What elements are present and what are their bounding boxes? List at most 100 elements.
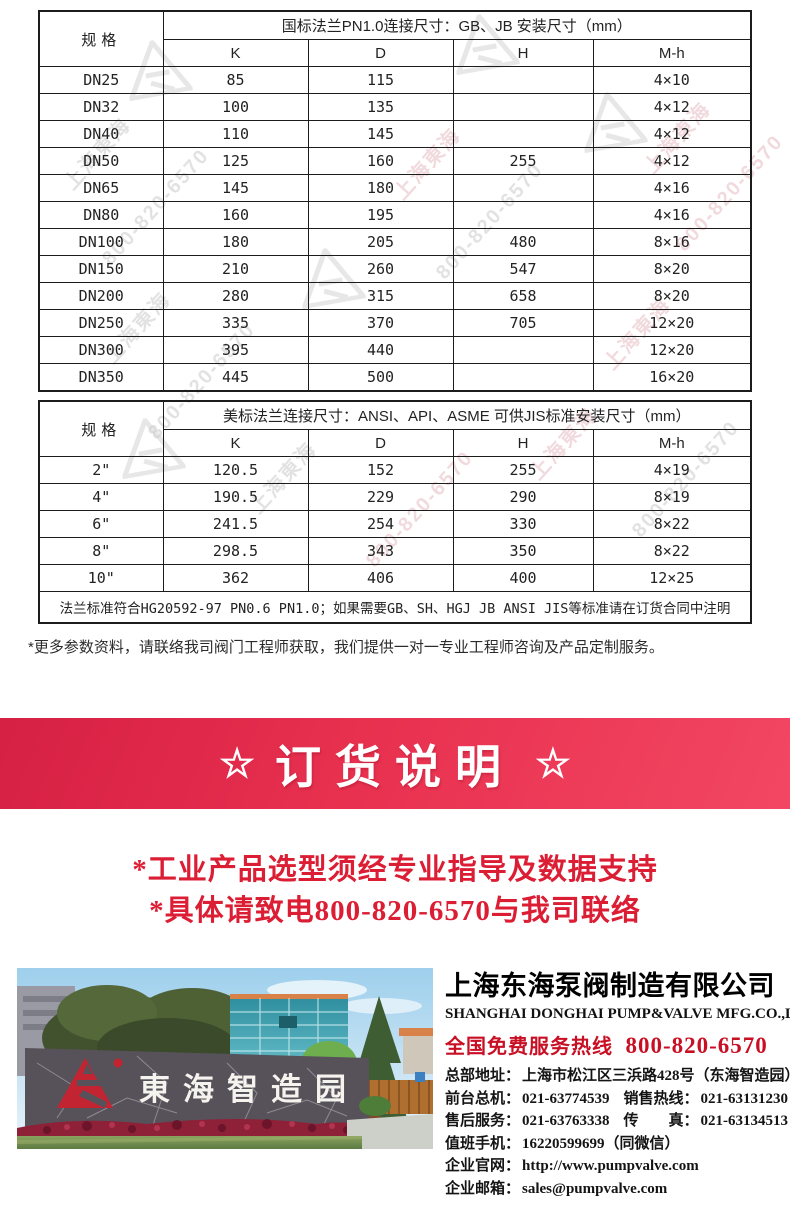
value-cell: 440 [307, 336, 454, 364]
company-section: 東海智造园 上海东海泵阀制造有限公司 SHANGHAI DONGHAI PUMP… [0, 968, 790, 1197]
table-row: DN50 125 160 255 4×12 [38, 147, 752, 175]
value-cell: 180 [307, 174, 454, 202]
gb-flange-table: 规格 国标法兰PN1.0连接尺寸：GB、JB 安装尺寸（mm） K D H M-… [38, 10, 753, 392]
column-header-d: D [307, 39, 454, 67]
value-cell: 335 [162, 309, 309, 337]
column-header-d: D [307, 429, 454, 457]
spec-cell: 2" [38, 456, 164, 484]
star-icon: ☆ [219, 741, 255, 786]
table-row: 8" 298.5 343 350 8×22 [38, 537, 752, 565]
column-header-h: H [452, 429, 594, 457]
spec-cell: DN250 [38, 309, 164, 337]
contact-label: 传 真： [623, 1113, 699, 1129]
value-cell: 145 [307, 120, 454, 148]
value-cell: 4×12 [592, 147, 752, 175]
sign-wall [25, 1048, 369, 1140]
contact-value: 021-63774539 [522, 1090, 610, 1107]
parameter-note: *更多参数资料，请联络我司阀门工程师获取，我们提供一对一专业工程师咨询及产品定制… [28, 639, 664, 656]
value-cell [452, 201, 594, 229]
spec-cell: DN65 [38, 174, 164, 202]
value-cell: 330 [452, 510, 594, 538]
value-cell: 160 [162, 201, 309, 229]
value-cell: 395 [162, 336, 309, 364]
table-row: 2" 120.5 152 255 4×19 [38, 456, 752, 484]
value-cell: 343 [307, 537, 454, 565]
website-link[interactable]: http://www.pumpvalve.com [522, 1158, 699, 1174]
spec-cell: DN100 [38, 228, 164, 256]
hotline-number: 800-820-6570 [625, 1033, 768, 1058]
value-cell: 210 [162, 255, 309, 283]
order-instructions-banner: ☆ 订货说明 ☆ [0, 718, 790, 809]
value-cell: 135 [307, 93, 454, 121]
spec-column-header: 规格 [38, 10, 164, 67]
table-row: DN65 145 180 4×16 [38, 174, 752, 202]
contact-line: 企业邮箱： sales@pumpvalve.com [445, 1178, 790, 1201]
donghai-logo [57, 1058, 123, 1108]
contact-lines: 总部地址： 上海市松江区三浜路428号（东海智造园） 前台总机： 021-637745… [445, 1065, 790, 1200]
value-cell: 229 [307, 483, 454, 511]
value-cell [452, 363, 594, 392]
value-cell: 350 [452, 537, 594, 565]
banner-title: 订货说明 [275, 740, 515, 793]
contact-value: 16220599699（同微信） [522, 1135, 680, 1152]
notice-line: *工业产品选型须经专业指导及数据支持 [132, 854, 658, 886]
pavement [347, 1114, 433, 1149]
hotline-label: 全国免费服务热线 [445, 1036, 613, 1058]
table-row: DN40 110 145 4×12 [38, 120, 752, 148]
contact-line: 前台总机： 021-63774539 销售热线： 021-63131230 [445, 1088, 790, 1111]
value-cell: 547 [452, 255, 594, 283]
table-row: DN100 180 205 480 8×16 [38, 228, 752, 256]
value-cell: 8×20 [592, 282, 752, 310]
spec-column-header: 规格 [38, 400, 164, 457]
value-cell: 4×16 [592, 174, 752, 202]
value-cell: 500 [307, 363, 454, 392]
spec-cell: DN200 [38, 282, 164, 310]
table-row: DN150 210 260 547 8×20 [38, 255, 752, 283]
contact-line: 值班手机： 16220599699（同微信） [445, 1133, 790, 1156]
value-cell: 4×12 [592, 93, 752, 121]
value-cell: 110 [162, 120, 309, 148]
notice-block: *工业产品选型须经专业指导及数据支持 *具体请致电800-820-6570与我司… [0, 850, 790, 932]
value-cell [452, 336, 594, 364]
email-link[interactable]: sales@pumpvalve.com [522, 1180, 668, 1197]
contact-label: 总部地址： [445, 1068, 521, 1084]
contact-label: 企业官网： [445, 1158, 521, 1174]
value-cell: 152 [307, 456, 454, 484]
star-icon: ☆ [535, 741, 571, 786]
contact-label: 值班手机： [445, 1135, 521, 1152]
spec-cell: DN32 [38, 93, 164, 121]
column-header-mh: M-h [592, 429, 752, 457]
value-cell: 241.5 [162, 510, 309, 538]
contact-value: 上海市松江区三浜路428号（东海智造园） [522, 1068, 790, 1084]
table-row: DN32 100 135 4×12 [38, 93, 752, 121]
value-cell: 298.5 [162, 537, 309, 565]
value-cell: 85 [162, 66, 309, 94]
value-cell: 125 [162, 147, 309, 175]
notice-line: *具体请致电800-820-6570与我司联络 [149, 895, 641, 927]
value-cell: 8×20 [592, 255, 752, 283]
value-cell: 8×22 [592, 537, 752, 565]
value-cell: 315 [307, 282, 454, 310]
company-name-en: SHANGHAI DONGHAI PUMP&VALVE MFG.CO.,LTD. [445, 1006, 790, 1022]
value-cell: 4×16 [592, 201, 752, 229]
value-cell: 12×25 [592, 564, 752, 592]
spec-cell: DN80 [38, 201, 164, 229]
value-cell: 115 [307, 66, 454, 94]
value-cell: 190.5 [162, 483, 309, 511]
value-cell: 255 [452, 147, 594, 175]
table-row: 4" 190.5 229 290 8×19 [38, 483, 752, 511]
value-cell: 100 [162, 93, 309, 121]
contact-line: 企业官网： http://www.pumpvalve.com [445, 1155, 790, 1178]
table-title: 美标法兰连接尺寸：ANSI、API、ASME 可供JIS标准安装尺寸（mm） [162, 400, 752, 430]
table-row: DN300 395 440 12×20 [38, 336, 752, 364]
contact-line: 售后服务： 021-63763338 传 真： 021-63134513 [445, 1110, 790, 1133]
value-cell: 280 [162, 282, 309, 310]
value-cell: 12×20 [592, 336, 752, 364]
spec-cell: DN50 [38, 147, 164, 175]
spec-cell: DN300 [38, 336, 164, 364]
company-name-cn: 上海东海泵阀制造有限公司 [445, 971, 775, 1001]
column-header-k: K [162, 39, 309, 67]
contact-value: 021-63763338 [522, 1113, 610, 1129]
value-cell: 260 [307, 255, 454, 283]
contact-line: 总部地址： 上海市松江区三浜路428号（东海智造园） [445, 1065, 790, 1088]
